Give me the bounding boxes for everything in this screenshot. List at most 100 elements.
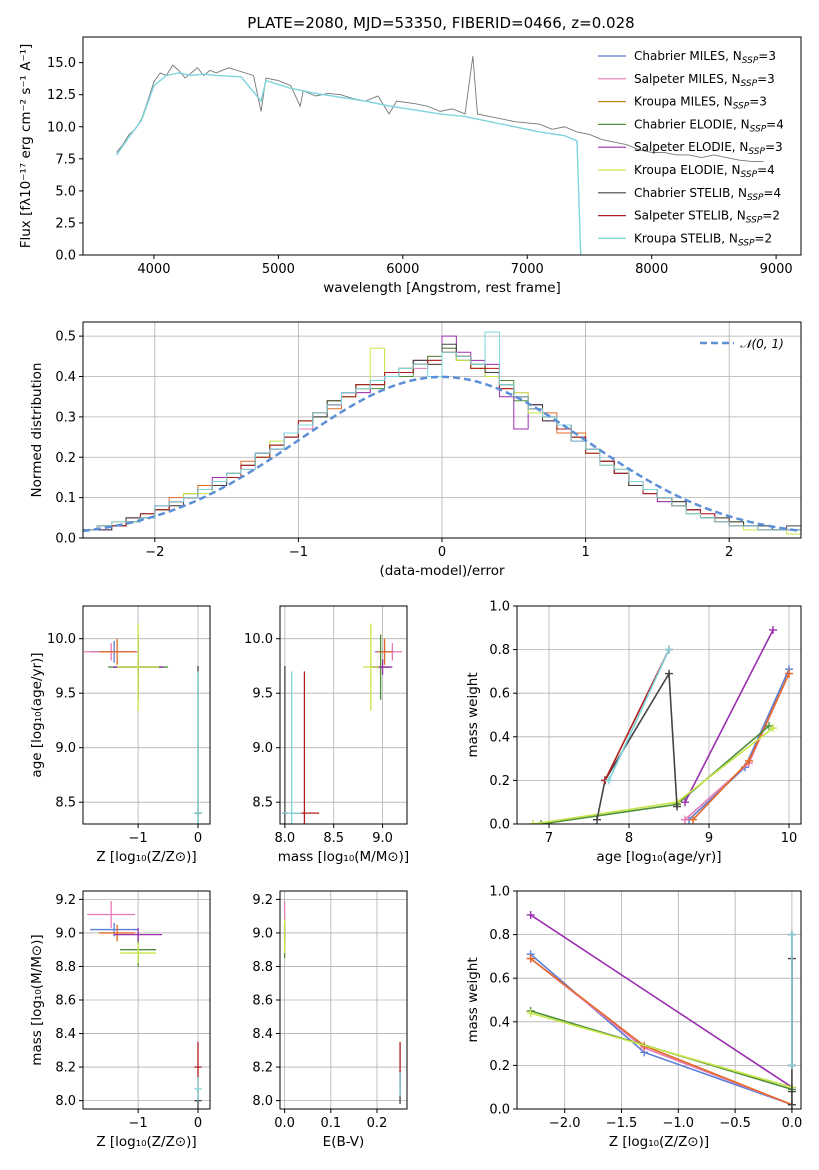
y-tick-label: 12.5 bbox=[47, 88, 76, 103]
y-tick-label: 2.5 bbox=[55, 216, 76, 231]
x-axis-label: wavelength [Angstrom, rest frame] bbox=[323, 280, 561, 296]
x-tick-label: −1 bbox=[129, 1116, 148, 1131]
y-tick-label: 9.0 bbox=[55, 926, 76, 941]
y-axis-label: age [log₁₀(age/yr)] bbox=[29, 652, 45, 777]
x-tick-label: 0 bbox=[194, 831, 202, 846]
error-bar-point bbox=[194, 1077, 202, 1101]
normal-curve bbox=[83, 375, 801, 533]
y-tick-label: 9.2 bbox=[55, 893, 76, 908]
x-tick-label: 8 bbox=[625, 831, 633, 846]
axes-frame bbox=[516, 605, 802, 825]
legend-name: Chabrier MILES, N bbox=[634, 49, 742, 63]
plus-marker bbox=[526, 1009, 535, 1018]
y-tick-label: 8.5 bbox=[252, 796, 273, 811]
x-tick-label: 8.0 bbox=[275, 831, 296, 846]
legend-subscript: SSP bbox=[748, 147, 765, 157]
plot-area-age-vs-Z bbox=[84, 623, 203, 824]
legend-subscript: SSP bbox=[747, 193, 764, 203]
x-tick-label: 6000 bbox=[386, 262, 419, 277]
plot-area-weight-vs-age bbox=[529, 625, 793, 824]
plus-marker bbox=[785, 669, 793, 678]
legend-tail: =4 bbox=[766, 117, 784, 131]
legend-label: Salpeter STELIB, NSSP=2 bbox=[634, 209, 780, 226]
plus-marker bbox=[537, 820, 545, 824]
legend-tail: =4 bbox=[757, 163, 775, 177]
y-tick-label: 8.2 bbox=[55, 1061, 76, 1076]
y-tick-label: 10.0 bbox=[244, 632, 273, 647]
y-tick-label: 0.0 bbox=[489, 1103, 510, 1118]
plus-marker bbox=[665, 669, 673, 678]
plus-marker bbox=[787, 1100, 796, 1109]
x-tick-label: 0.0 bbox=[274, 1116, 295, 1131]
x-tick-label: 0 bbox=[438, 545, 446, 560]
legend-label: Salpeter ELODIE, NSSP=3 bbox=[634, 140, 783, 157]
legend-tail: =2 bbox=[762, 209, 780, 223]
axes-frame bbox=[82, 36, 802, 256]
legend-name: Salpeter MILES, N bbox=[634, 72, 741, 86]
y-axis-label: Flux [fλ10⁻¹⁷ erg cm⁻² s⁻¹ A⁻¹] bbox=[18, 44, 34, 249]
legend-subscript: SSP bbox=[746, 216, 763, 226]
x-tick-label: 8000 bbox=[635, 262, 668, 277]
error-bar-point bbox=[87, 901, 136, 928]
error-bar-point bbox=[99, 924, 136, 942]
y-tick-label: 0.2 bbox=[489, 774, 510, 789]
plot-area-residual-histogram bbox=[83, 331, 801, 538]
y-tick-label: 0.6 bbox=[489, 687, 510, 702]
legend-tail: =2 bbox=[754, 231, 772, 245]
plus-marker bbox=[665, 645, 673, 654]
plot-area-mass-vs-Z bbox=[87, 901, 202, 1109]
legend-subscript: SSP bbox=[733, 102, 750, 112]
plus-marker bbox=[605, 776, 613, 785]
y-tick-label: 8.0 bbox=[252, 1094, 273, 1109]
error-bar-point bbox=[376, 638, 393, 665]
legend-name: Kroupa MILES, N bbox=[634, 95, 733, 109]
y-tick-label: 8.8 bbox=[55, 960, 76, 975]
y-tick-label: 0.8 bbox=[489, 643, 510, 658]
error-bar-point bbox=[363, 623, 379, 711]
plus-marker bbox=[769, 625, 777, 634]
x-axis-label: Z [log₁₀(Z/Z⊙)] bbox=[96, 849, 196, 865]
weight-series bbox=[530, 914, 793, 1088]
x-tick-label: 9000 bbox=[760, 262, 793, 277]
plus-marker bbox=[689, 815, 697, 824]
legend-name: Kroupa STELIB, N bbox=[634, 231, 738, 245]
y-tick-label: 8.0 bbox=[55, 1094, 76, 1109]
legend-label: Kroupa STELIB, NSSP=2 bbox=[634, 231, 772, 248]
legend-label: Chabrier ELODIE, NSSP=4 bbox=[634, 117, 784, 134]
x-tick-label: 4000 bbox=[137, 262, 170, 277]
y-tick-label: 15.0 bbox=[47, 56, 76, 71]
x-axis-label: mass [log₁₀(M/M⊙)] bbox=[278, 849, 409, 865]
legend-label: Kroupa ELODIE, NSSP=4 bbox=[634, 163, 775, 180]
legend-name: Salpeter ELODIE, N bbox=[634, 140, 748, 154]
y-tick-label: 8.6 bbox=[55, 994, 76, 1009]
plus-marker bbox=[745, 756, 753, 765]
legend-name: Salpeter STELIB, N bbox=[634, 209, 746, 223]
plus-marker bbox=[593, 815, 601, 824]
x-tick-label: 0.2 bbox=[367, 1116, 388, 1131]
x-axis-label: Z [log₁₀(Z/Z⊙)] bbox=[609, 1134, 709, 1150]
error-bar-point bbox=[117, 623, 160, 711]
x-tick-label: −2 bbox=[145, 545, 164, 560]
x-tick-label: 0.1 bbox=[320, 1116, 341, 1131]
y-axis-label: Normed distribution bbox=[29, 363, 45, 498]
chart-spectrum: 4000 5000 6000 7000 8000 9000 0.0 2.5 5.0 7.5 10.0… bbox=[18, 36, 802, 296]
x-tick-label: 5000 bbox=[262, 262, 295, 277]
y-tick-label: 9.5 bbox=[55, 687, 76, 702]
y-tick-label: 0.0 bbox=[489, 818, 510, 833]
y-tick-label: 0.3 bbox=[55, 410, 76, 425]
x-tick-label: 9.0 bbox=[372, 831, 393, 846]
y-tick-label: 8.4 bbox=[252, 1027, 273, 1042]
plus-marker bbox=[529, 820, 537, 824]
y-tick-label: 9.2 bbox=[252, 893, 273, 908]
y-tick-label: 0.8 bbox=[489, 928, 510, 943]
legend-label: 𝒩(0, 1) bbox=[740, 337, 784, 351]
x-tick-label: 8.5 bbox=[323, 831, 344, 846]
legend-tail: =3 bbox=[749, 95, 767, 109]
y-tick-label: 9.0 bbox=[252, 926, 273, 941]
chart-weight-vs-age: 7 8 9 10 0.0 0.2 0.4 0.6 0.8 1.0 age [log₁₀(age/yr… bbox=[465, 600, 802, 865]
x-axis-label: E(B-V) bbox=[323, 1134, 365, 1150]
y-tick-label: 1.0 bbox=[489, 600, 510, 615]
y-tick-label: 0.4 bbox=[489, 1015, 510, 1030]
x-tick-label: 1 bbox=[581, 545, 589, 560]
